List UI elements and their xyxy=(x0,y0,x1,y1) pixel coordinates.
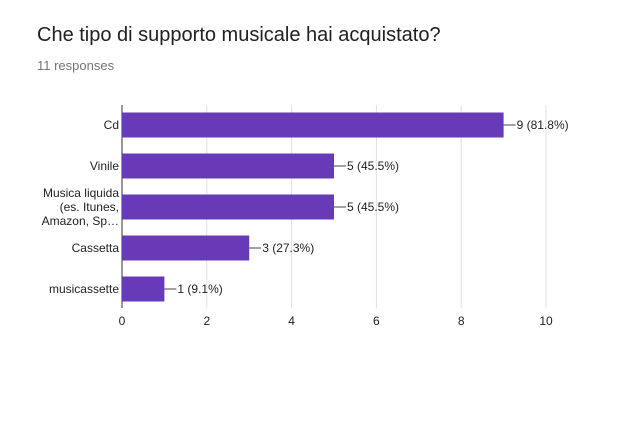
category-label: Amazon, Sp… xyxy=(42,214,119,228)
category-label: Cd xyxy=(104,118,119,132)
value-label: 1 (9.1%) xyxy=(177,282,222,296)
bar xyxy=(122,276,165,302)
x-tick-label: 0 xyxy=(119,314,126,328)
category-label: Vinile xyxy=(90,159,119,173)
category-label: musicassette xyxy=(49,282,119,296)
category-label: Musica liquida xyxy=(43,186,119,200)
bar xyxy=(122,153,334,179)
value-label: 5 (45.5%) xyxy=(347,200,399,214)
value-label: 5 (45.5%) xyxy=(347,159,399,173)
x-tick-label: 10 xyxy=(539,314,553,328)
x-tick-label: 4 xyxy=(288,314,295,328)
bar xyxy=(122,235,250,261)
x-tick-label: 2 xyxy=(203,314,210,328)
bar xyxy=(122,194,334,220)
response-count: 11 responses xyxy=(37,58,115,73)
value-label: 9 (81.8%) xyxy=(517,118,569,132)
category-label: Cassetta xyxy=(72,241,120,255)
x-tick-label: 8 xyxy=(458,314,465,328)
category-label: (es. Itunes, xyxy=(60,200,119,214)
x-tick-label: 6 xyxy=(373,314,380,328)
chart-title: Che tipo di supporto musicale hai acquis… xyxy=(37,24,441,46)
bar xyxy=(122,112,504,138)
value-label: 3 (27.3%) xyxy=(262,241,314,255)
